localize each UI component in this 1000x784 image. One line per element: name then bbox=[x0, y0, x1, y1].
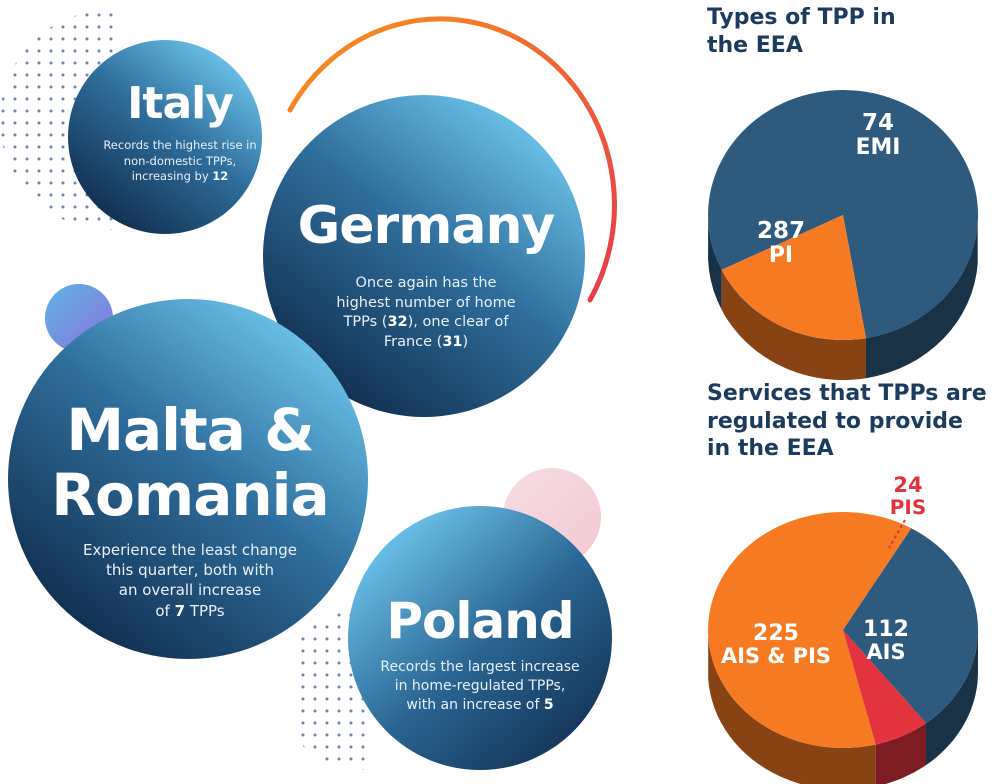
decorative-arc bbox=[287, 16, 617, 303]
malta-romania-highlight: Malta & Romania Experience the least cha… bbox=[10, 398, 370, 621]
pie-value-label: 24 bbox=[893, 473, 922, 497]
services-title: Services that TPPs are regulated to prov… bbox=[707, 381, 987, 462]
italy-highlight: Italy Records the highest rise in non-do… bbox=[80, 82, 280, 185]
pie-slice-ais bbox=[843, 528, 979, 724]
germany-number: 32 bbox=[387, 314, 408, 331]
france-number: 31 bbox=[442, 333, 463, 350]
pie-side-pi bbox=[866, 223, 978, 379]
germany-title: Germany bbox=[297, 196, 556, 256]
poland-highlight: Poland Records the largest increase in h… bbox=[352, 596, 608, 715]
italy-number: 12 bbox=[212, 169, 229, 184]
malta-romania-title: Malta & Romania bbox=[51, 396, 329, 529]
germany-bubble bbox=[263, 95, 585, 417]
pie-slice-pi bbox=[708, 90, 979, 339]
poland-number: 5 bbox=[543, 696, 554, 713]
pie-slice-ais-pis bbox=[708, 512, 912, 749]
pie-value-label: 74 bbox=[862, 110, 894, 136]
germany-highlight: Germany Once again has the highest numbe… bbox=[276, 200, 576, 352]
italy-bubble bbox=[68, 40, 262, 234]
pie-value-label: 112 bbox=[863, 617, 909, 642]
pie-side-ais bbox=[926, 629, 978, 766]
italy-description: Records the highest rise in non-domestic… bbox=[103, 138, 257, 184]
poland-bubble bbox=[348, 506, 612, 770]
pie-category-label: PIS bbox=[890, 495, 926, 519]
pie-value-label: 287 bbox=[757, 218, 805, 244]
pie-slice-emi bbox=[721, 215, 866, 341]
pie-category-label: AIS bbox=[867, 640, 906, 664]
malta-romania-description: Experience the least change this quarter… bbox=[82, 540, 298, 620]
pie-side-pi bbox=[708, 219, 722, 310]
pie-category-label: EMI bbox=[856, 135, 901, 160]
pie-side-emi bbox=[721, 269, 866, 380]
pie-category-label: AIS & PIS bbox=[721, 644, 831, 668]
germany-description: Once again has the highest number of hom… bbox=[336, 275, 516, 350]
malta-romania-bubble bbox=[8, 299, 368, 659]
pie-slice-pis bbox=[843, 630, 926, 745]
malta-number: 7 bbox=[174, 601, 186, 620]
poland-title: Poland bbox=[386, 592, 574, 650]
italy-title: Italy bbox=[127, 78, 234, 129]
pie-side-ais-pis bbox=[708, 636, 876, 784]
poland-description: Records the largest increase in home-reg… bbox=[380, 659, 580, 713]
pie-category-label: PI bbox=[769, 243, 793, 268]
pie-value-label: 225 bbox=[753, 621, 799, 646]
pie-side-pis bbox=[875, 723, 926, 784]
pis-connector-line bbox=[888, 519, 906, 549]
tpp-types-title: Types of TPP in the EEA bbox=[707, 5, 896, 58]
